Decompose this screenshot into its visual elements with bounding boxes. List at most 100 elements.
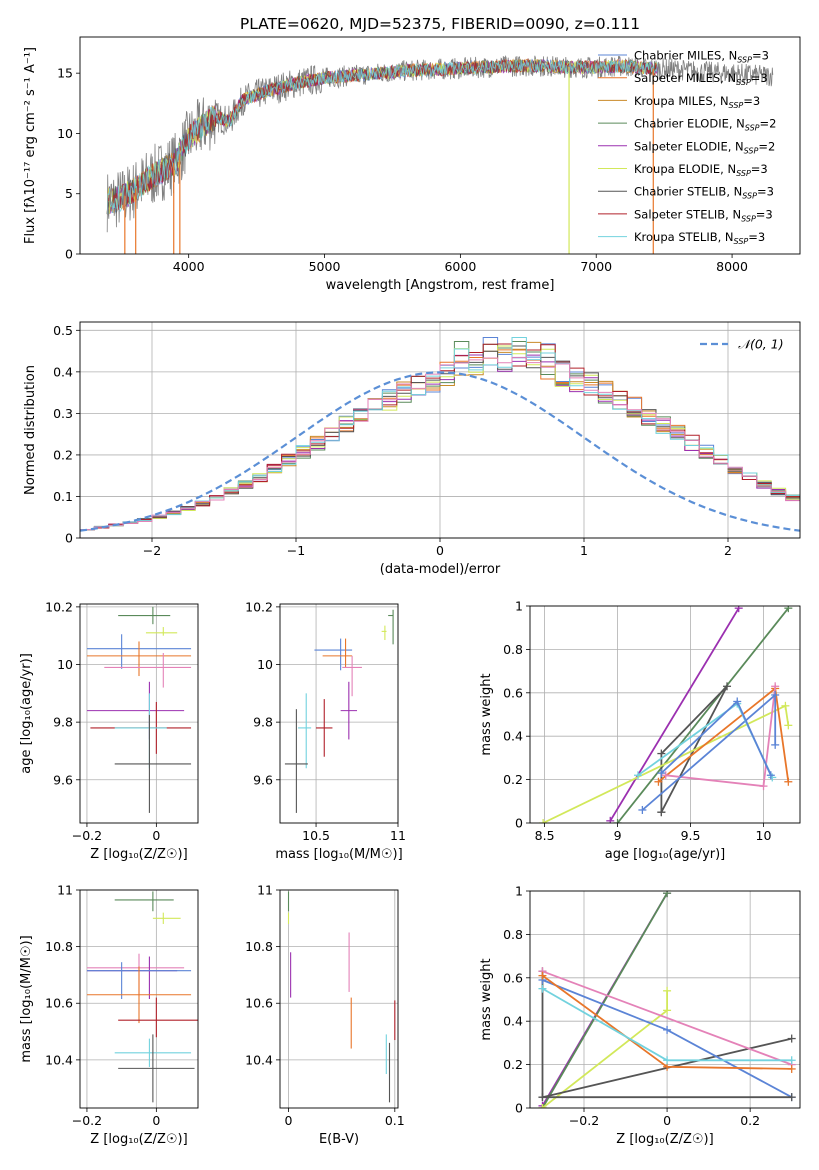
errorbar-point <box>86 953 185 997</box>
age-vs-z-ylabel: age [log₁₀(age/yr)] <box>19 653 34 774</box>
legend-label: Salpeter STELIB, NSSP=3 <box>634 207 773 223</box>
plus-marker <box>538 1093 547 1102</box>
spectrum-legend: Chabrier MILES, NSSP=3 Salpeter MILES, NS… <box>598 49 776 246</box>
x-tick-label: 0.2 <box>740 1113 760 1128</box>
y-tick-label: 0.2 <box>503 1057 523 1072</box>
plus-marker <box>787 1093 796 1102</box>
y-tick-label: 10.4 <box>245 1052 273 1067</box>
mass-weight-vs-age-plot: 8.5 9 9.5 10 0 0.2 0.4 0.6 0.8 1 age [log₁₀(age/yr… <box>479 599 801 862</box>
age-vs-z-plot: −0.2 0 9.6 9.8 10 10.2 Z [log₁₀(Z/Z☉)] age [log… <box>19 599 199 862</box>
x-tick-label: 9.5 <box>681 828 701 843</box>
x-tick-label: 0.1 <box>385 1113 405 1128</box>
age-vs-mass-frame <box>279 603 399 824</box>
plus-marker <box>771 690 780 699</box>
plus-marker <box>606 816 615 823</box>
mass-weight-vs-z-plot: −0.2 0 0.2 0 0.2 0.4 0.6 0.8 1 Z [log₁₀(Z/Z☉)] mas… <box>479 884 801 1147</box>
plus-marker <box>638 805 647 814</box>
legend-entry: Salpeter ELODIE, NSSP=2 <box>598 139 775 155</box>
y-tick-label: 10.6 <box>45 996 73 1011</box>
spectrum-plot: 4000 5000 6000 7000 8000 0 5 10 15 wavelength [An… <box>23 15 801 293</box>
errorbar-point <box>86 641 192 677</box>
plus-marker <box>787 1064 796 1073</box>
legend-label: Kroupa ELODIE, NSSP=3 <box>634 162 768 178</box>
plus-marker <box>771 740 780 749</box>
mass-vs-ebv-frame <box>279 889 399 1109</box>
y-tick-label: 0 <box>515 816 523 831</box>
x-tick-label: 11 <box>390 828 406 843</box>
mass-weight-vs-age-xlabel: age [log₁₀(age/yr)] <box>605 847 726 862</box>
errorbar-point <box>114 693 167 769</box>
plus-marker <box>663 891 672 898</box>
legend-entry: Chabrier STELIB, NSSP=3 <box>598 185 774 201</box>
x-tick-label: 7000 <box>580 259 612 274</box>
y-tick-label: 0 <box>515 1101 523 1116</box>
mass-weight-vs-age-ylabel: mass weight <box>479 673 494 755</box>
residual-histogram-plot: −2 −1 0 1 2 0 0.1 0.2 0.3 0.4 0.5 (data-model)/erro… <box>23 321 801 577</box>
x-tick-label: −0.2 <box>72 1113 102 1128</box>
x-tick-label: −0.2 <box>569 1113 599 1128</box>
y-tick-label: 0.3 <box>53 406 73 421</box>
age-vs-z-marks <box>86 606 192 813</box>
y-tick-label: 11 <box>257 883 273 898</box>
y-tick-label: 5 <box>65 186 73 201</box>
legend-label: Kroupa STELIB, NSSP=3 <box>634 230 765 246</box>
spectrum-marks <box>106 54 774 254</box>
legend-label: 𝒩(0, 1) <box>738 337 784 352</box>
plus-marker <box>654 777 663 786</box>
legend-label: Kroupa MILES, NSSP=3 <box>634 94 760 110</box>
age-vs-mass-marks <box>284 609 394 813</box>
y-tick-label: 10 <box>257 657 273 672</box>
age-vs-mass-grid <box>280 604 399 823</box>
errorbar-point <box>114 891 174 912</box>
errorbar-point <box>388 609 394 645</box>
plus-marker <box>663 1056 672 1065</box>
legend-entry: Kroupa MILES, NSSP=3 <box>598 94 760 110</box>
spectrum-ylabel: Flux [fλ10⁻¹⁷ erg cm⁻² s⁻¹ A⁻¹] <box>23 47 38 244</box>
mass-weight-vs-age-frame <box>529 605 801 824</box>
mass-weight-series <box>609 607 740 822</box>
x-tick-label: 0 <box>663 1113 671 1128</box>
plus-marker <box>657 769 666 778</box>
y-tick-label: 10.2 <box>45 599 73 614</box>
x-tick-label: 0 <box>152 1113 160 1128</box>
y-tick-label: 0.6 <box>503 970 523 985</box>
plus-marker <box>657 808 666 817</box>
legend-entry: Salpeter MILES, NSSP=3 <box>598 71 768 87</box>
errorbar-point <box>118 1034 195 1103</box>
errorbar-point <box>152 912 181 924</box>
mass-vs-z-plot: −0.2 0 10.4 10.6 10.8 11 Z [log₁₀(Z/Z☉)] mass [… <box>19 883 199 1147</box>
mass-vs-ebv-grid <box>280 889 398 1108</box>
plus-marker <box>613 819 622 823</box>
plus-marker <box>538 1104 547 1108</box>
mass-vs-z-marks <box>86 891 198 1103</box>
plus-marker <box>661 771 670 780</box>
legend-entry: Salpeter STELIB, NSSP=3 <box>598 207 773 223</box>
y-tick-label: 0.6 <box>503 685 523 700</box>
errorbar-point <box>118 997 198 1038</box>
plus-marker <box>784 721 793 730</box>
legend-entry: Kroupa STELIB, NSSP=3 <box>598 230 765 246</box>
y-tick-label: 0.2 <box>53 447 73 462</box>
plus-marker <box>634 771 642 780</box>
plus-marker <box>784 777 793 786</box>
y-tick-label: 9.8 <box>253 715 273 730</box>
plus-marker <box>663 986 672 995</box>
model-spectrum-line <box>106 58 658 215</box>
age-vs-z-xlabel: Z [log₁₀(Z/Z☉)] <box>90 847 187 862</box>
age-vs-mass-xlabel: mass [log₁₀(M/M☉)] <box>275 847 402 862</box>
y-tick-label: 0.4 <box>503 729 523 744</box>
plus-marker <box>734 606 743 613</box>
y-tick-label: 10.4 <box>45 1052 73 1067</box>
y-tick-label: 9.6 <box>53 772 73 787</box>
histogram-legend: 𝒩(0, 1) <box>700 337 784 352</box>
mass-weight-series <box>542 970 793 1066</box>
y-tick-label: 0.4 <box>53 364 73 379</box>
x-tick-label: −2 <box>143 543 161 558</box>
errorbar-point <box>342 655 362 697</box>
errorbar-point <box>118 606 171 625</box>
mass-vs-ebv-xlabel: E(B-V) <box>319 1132 359 1147</box>
x-tick-label: 0 <box>436 543 444 558</box>
y-tick-label: 10.6 <box>245 996 273 1011</box>
mass-weight-series <box>616 607 790 823</box>
